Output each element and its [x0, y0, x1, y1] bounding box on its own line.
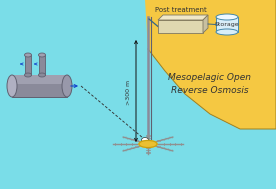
Bar [12, 75, 67, 97]
Text: >300 m: >300 m [126, 79, 131, 105]
Bar [39, 55, 45, 75]
Ellipse shape [216, 29, 238, 35]
Ellipse shape [216, 14, 238, 20]
Text: Mesopelagic Open
Reverse Osmosis: Mesopelagic Open Reverse Osmosis [169, 73, 251, 95]
Polygon shape [158, 15, 208, 20]
Ellipse shape [7, 75, 17, 97]
Bar [12, 75, 67, 84]
Ellipse shape [62, 75, 72, 97]
Bar [216, 17, 238, 32]
Ellipse shape [139, 140, 157, 147]
Polygon shape [145, 0, 276, 129]
Ellipse shape [25, 73, 31, 77]
Ellipse shape [25, 53, 31, 57]
Polygon shape [203, 15, 208, 33]
Bar [158, 20, 203, 33]
Ellipse shape [142, 138, 148, 143]
Text: Post treatment: Post treatment [155, 7, 206, 13]
Ellipse shape [38, 73, 46, 77]
Text: Storage: Storage [215, 22, 239, 27]
Bar [25, 55, 31, 75]
Ellipse shape [38, 53, 46, 57]
